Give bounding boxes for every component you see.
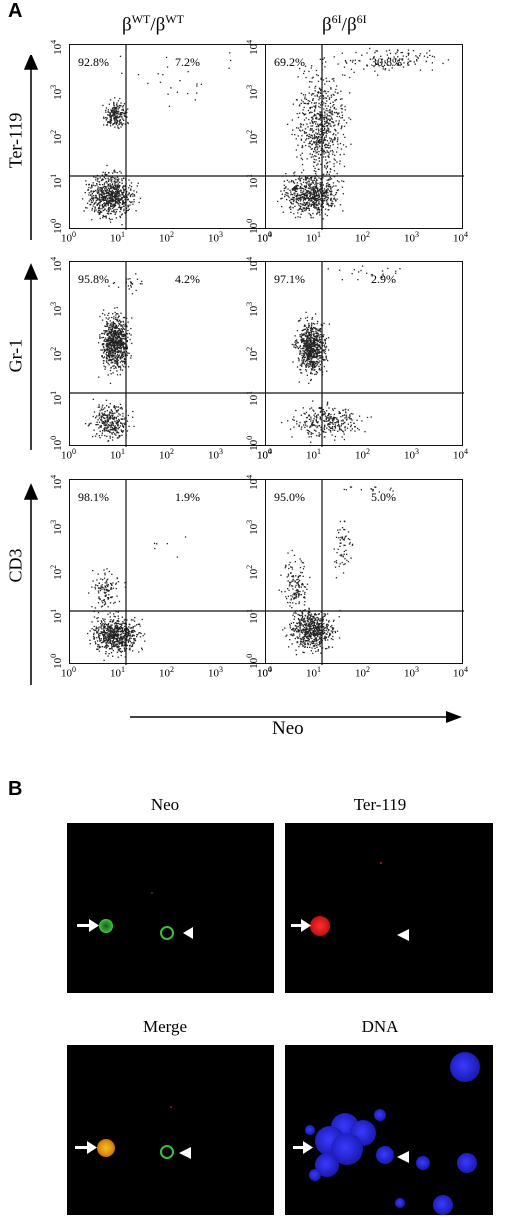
y-tick-label: 101 [245,391,260,406]
quadrant-upper-right-percent: 30.8% [371,55,402,70]
y-tick-label: 100 [49,219,64,234]
micrograph-merge [67,1045,274,1215]
x-tick-label: 101 [110,230,125,245]
y-tick-label: 101 [49,391,64,406]
x-tick-label: 103 [208,447,223,462]
x-tick-label: 102 [355,665,370,680]
quadrant-upper-right-percent: 2.9% [371,272,396,287]
y-tick-label: 104 [49,475,64,490]
y-tick-label: 103 [245,85,260,100]
y-tick-label: 104 [49,40,64,55]
x-tick-label: 103 [208,665,223,680]
flow-plot-0-1: 69.2% 30.8% [265,44,463,229]
y-tick-label: 104 [49,257,64,272]
quadrant-upper-left-percent: 98.1% [78,490,109,505]
y-tick-label: 101 [245,174,260,189]
x-tick-label: 101 [306,230,321,245]
x-tick-label: 101 [110,447,125,462]
arrow-icon [291,919,311,932]
y-tick-label: 100 [49,436,64,451]
y-tick-label: 103 [49,520,64,535]
x-tick-label: 102 [159,665,174,680]
y-tick-label: 101 [49,609,64,624]
quadrant-upper-right-percent: 4.2% [175,272,200,287]
y-tick-label: 104 [245,475,260,490]
x-tick-label: 103 [404,230,419,245]
y-tick-label: 101 [245,609,260,624]
x-tick-label: 104 [453,230,468,245]
y-tick-label: 102 [49,346,64,361]
arrow-icon [77,919,99,932]
y-tick-label: 100 [245,436,260,451]
x-tick-label: 102 [355,447,370,462]
quadrant-upper-left-percent: 69.2% [274,55,305,70]
quadrant-upper-left-percent: 92.8% [78,55,109,70]
x-tick-label: 102 [159,447,174,462]
micro-title-ter119: Ter-119 [290,795,470,815]
y-tick-label: 103 [49,302,64,317]
panel-a-letter: A [8,0,22,23]
col-title-6i: β6I/β6I [322,12,367,36]
flow-plot-2-1: 95.0% 5.0% [265,479,463,664]
x-tick-label: 103 [208,230,223,245]
panel-b-letter: B [8,778,22,801]
x-tick-label: 101 [110,665,125,680]
y-tick-label: 104 [245,257,260,272]
x-axis-label: Neo [272,718,304,740]
flow-plot-0-0: 92.8% 7.2% [69,44,267,229]
arrowhead-icon [397,1151,409,1163]
x-tick-label: 102 [159,230,174,245]
flow-plot-1-1: 97.1% 2.9% [265,261,463,446]
x-tick-label: 101 [306,665,321,680]
y-tick-label: 103 [245,302,260,317]
y-tick-label: 100 [49,654,64,669]
x-tick-label: 102 [355,230,370,245]
micro-title-merge: Merge [75,1017,255,1037]
arrow-icon [293,1141,313,1154]
quadrant-upper-right-percent: 7.2% [175,55,200,70]
quadrant-upper-left-percent: 95.8% [78,272,109,287]
micrograph-neo [67,823,274,993]
arrowhead-icon [179,1147,191,1159]
micro-title-neo: Neo [75,795,255,815]
flow-plot-1-0: 95.8% 4.2% [69,261,267,446]
y-tick-label: 104 [245,40,260,55]
quadrant-upper-right-percent: 1.9% [175,490,200,505]
x-tick-label: 104 [453,447,468,462]
quadrant-upper-right-percent: 5.0% [371,490,396,505]
quadrant-upper-left-percent: 97.1% [274,272,305,287]
micro-title-dna: DNA [290,1017,470,1037]
y-tick-label: 101 [49,174,64,189]
micrograph-dna [285,1045,493,1215]
x-tick-label: 103 [404,447,419,462]
y-tick-label: 102 [245,564,260,579]
arrow-icon [75,1141,97,1154]
x-tick-label: 104 [453,665,468,680]
y-tick-label: 100 [245,654,260,669]
x-tick-label: 101 [306,447,321,462]
arrowhead-icon [183,927,193,939]
y-tick-label: 103 [49,85,64,100]
y-tick-label: 102 [49,564,64,579]
y-tick-label: 102 [245,129,260,144]
y-tick-label: 100 [245,219,260,234]
y-axis-arrows [20,55,50,695]
y-tick-label: 102 [49,129,64,144]
flow-plot-2-0: 98.1% 1.9% [69,479,267,664]
quadrant-upper-left-percent: 95.0% [274,490,305,505]
micrograph-ter119 [285,823,493,993]
col-title-wt: βWT/βWT [122,12,184,36]
y-tick-label: 103 [245,520,260,535]
arrowhead-icon [397,929,409,941]
y-tick-label: 102 [245,346,260,361]
x-tick-label: 103 [404,665,419,680]
